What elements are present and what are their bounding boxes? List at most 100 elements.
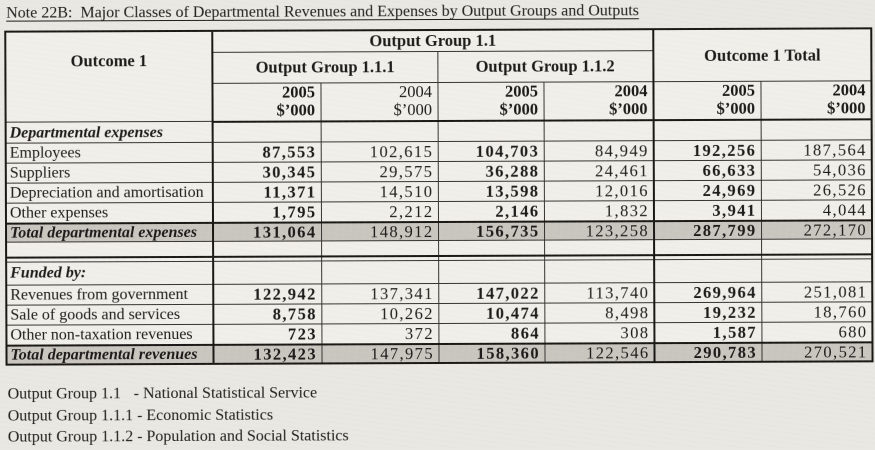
group-header-row: Outcome 1 Output Group 1.1 Outcome 1 Tot… xyxy=(5,28,872,123)
value-cell: 251,081 xyxy=(761,281,873,303)
empty-cell xyxy=(213,240,322,257)
value-cell: 113,740 xyxy=(544,282,655,304)
value-cell: 8,758 xyxy=(213,303,322,325)
value-cell: 132,423 xyxy=(213,344,322,364)
footnote-line: Output Group 1.1.2- Population and Socia… xyxy=(7,427,349,446)
empty-cell xyxy=(760,119,872,141)
outcome-header-cell: Outcome 1 xyxy=(5,30,213,123)
value-cell: 4,044 xyxy=(760,199,873,221)
output-group-1-1-2-header-cell: Output Group 1.1.2 xyxy=(437,50,654,83)
footnote-line: Output Group 1.1- National Statistical S… xyxy=(7,384,318,403)
value-cell: 18,760 xyxy=(761,301,873,323)
empty-cell xyxy=(544,239,655,256)
value-cell: 269,964 xyxy=(654,282,762,303)
footnotes: Output Group 1.1- National Statistical S… xyxy=(8,382,349,448)
empty-cell xyxy=(321,260,439,284)
row-label: Employees xyxy=(5,142,213,164)
row-label: Total departmental expenses xyxy=(5,222,214,243)
row-label xyxy=(6,241,214,258)
empty-cell xyxy=(653,119,761,141)
value-cell: 14,510 xyxy=(320,181,438,202)
empty-cell xyxy=(213,260,322,285)
row-label: Funded by: xyxy=(6,261,214,286)
value-cell: 1,587 xyxy=(654,322,762,344)
value-cell: 680 xyxy=(761,321,873,343)
table-row: Revenues from government 122,942 137,341 14… xyxy=(6,281,873,306)
empty-cell xyxy=(212,121,321,143)
table-row: Employees 87,553 102,615 104,703 84,949 192,2… xyxy=(5,139,872,164)
value-cell: 287,799 xyxy=(654,220,762,240)
value-cell: 864 xyxy=(438,323,545,344)
empty-cell xyxy=(654,259,762,283)
row-label: Suppliers xyxy=(5,162,213,184)
year-header-cell: 2004 $’000 xyxy=(760,80,872,120)
table-row: Suppliers 30,345 29,575 36,288 24,461 66,633 5… xyxy=(5,159,872,184)
empty-cell xyxy=(437,120,544,142)
row-label: Other expenses xyxy=(5,202,213,224)
value-cell: 11,371 xyxy=(212,181,321,203)
empty-cell xyxy=(321,240,439,257)
year-header-cell: 2005 $’000 xyxy=(653,81,761,121)
year-header-cell: 2005 $’000 xyxy=(212,82,321,122)
value-cell: 24,969 xyxy=(653,180,761,201)
year-header-cell: 2005 $’000 xyxy=(437,82,544,121)
value-cell: 12,016 xyxy=(543,180,654,202)
value-cell: 30,345 xyxy=(212,161,321,183)
footnote-line: Output Group 1.1.1- Economic Statistics xyxy=(7,406,274,425)
value-cell: 1,832 xyxy=(543,200,655,222)
table-row: Depreciation and amortisation 11,371 14,51… xyxy=(5,179,872,204)
value-cell: 131,064 xyxy=(212,222,322,242)
value-cell: 13,598 xyxy=(437,181,544,202)
value-cell: 84,949 xyxy=(543,140,654,162)
note-title: Note 22B: Major Classes of Departmental … xyxy=(6,2,639,22)
value-cell: 156,735 xyxy=(437,221,545,241)
value-cell: 122,546 xyxy=(544,343,655,363)
value-cell: 192,256 xyxy=(653,140,761,161)
section-header-row: Funded by: xyxy=(6,258,873,286)
value-cell: 87,553 xyxy=(212,141,321,163)
value-cell: 10,262 xyxy=(321,303,439,324)
value-cell: 104,703 xyxy=(437,141,544,162)
output-group-1-1-header-cell: Output Group 1.1 xyxy=(212,29,654,53)
value-cell: 723 xyxy=(213,323,322,345)
empty-cell xyxy=(438,240,545,256)
value-cell: 123,258 xyxy=(543,221,655,241)
table-row: Sale of goods and services 8,758 10,262 10,… xyxy=(6,301,873,326)
value-cell: 372 xyxy=(321,323,439,345)
row-label: Other non-taxation revenues xyxy=(6,324,214,346)
year-header-cell: 2004 $’000 xyxy=(320,82,438,122)
value-cell: 2,212 xyxy=(320,201,438,223)
value-cell: 8,498 xyxy=(544,302,655,324)
revenues-expenses-table: Outcome 1 Output Group 1.1 Outcome 1 Tot… xyxy=(4,27,874,366)
empty-cell xyxy=(761,258,873,283)
value-cell: 137,341 xyxy=(321,283,439,304)
value-cell: 2,146 xyxy=(437,201,544,222)
total-row: Total departmental revenues 132,423 147,97… xyxy=(6,342,873,365)
value-cell: 29,575 xyxy=(320,161,438,182)
row-label: Total departmental revenues xyxy=(6,344,214,365)
value-cell: 3,941 xyxy=(653,200,762,222)
value-cell: 26,526 xyxy=(760,179,872,201)
value-cell: 122,942 xyxy=(213,283,322,305)
value-cell: 187,564 xyxy=(760,139,872,161)
value-cell: 36,288 xyxy=(437,161,544,182)
outcome-total-header-cell: Outcome 1 Total xyxy=(653,28,872,82)
empty-cell xyxy=(761,238,873,255)
empty-cell xyxy=(544,259,655,284)
year-header-cell: 2004 $’000 xyxy=(543,81,654,121)
value-cell: 102,615 xyxy=(320,141,438,162)
value-cell: 54,036 xyxy=(760,159,872,181)
value-cell: 24,461 xyxy=(543,160,654,182)
value-cell: 148,912 xyxy=(320,221,439,241)
row-label: Revenues from government xyxy=(6,284,214,306)
value-cell: 270,521 xyxy=(761,342,873,362)
row-label: Depreciation and amortisation xyxy=(5,182,213,204)
value-cell: 290,783 xyxy=(654,342,762,363)
row-label: Departmental expenses xyxy=(5,121,213,144)
value-cell: 147,022 xyxy=(438,283,545,304)
empty-cell xyxy=(320,120,438,142)
value-cell: 308 xyxy=(544,322,655,344)
value-cell: 1,795 xyxy=(212,201,321,223)
value-cell: 19,232 xyxy=(654,302,762,323)
